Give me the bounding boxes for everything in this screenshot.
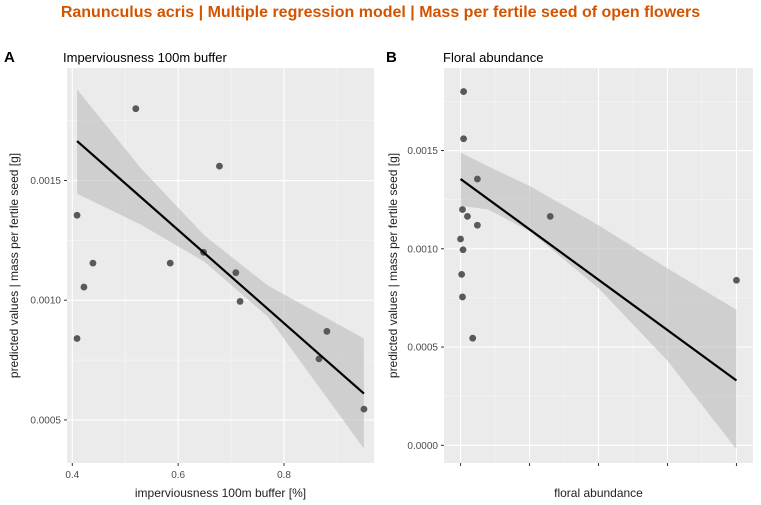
y-tick-label: 0.0005: [407, 343, 438, 354]
panel-tag: B: [386, 49, 397, 66]
data-point: [459, 293, 466, 301]
data-point: [80, 283, 88, 291]
figure-title: Ranunculus acris | Multiple regression m…: [60, 4, 701, 21]
data-point: [460, 88, 467, 95]
data-point: [459, 206, 466, 213]
y-tick-label: 0.0015: [30, 176, 61, 187]
data-point: [473, 175, 481, 183]
data-point: [469, 334, 477, 342]
x-tick-label: 0.4: [65, 470, 79, 481]
panel-tag: A: [4, 49, 15, 66]
y-tick-label: 0.0010: [30, 296, 61, 307]
data-point: [360, 405, 368, 413]
x-axis-label: imperviousness 100m buffer [%]: [135, 486, 306, 500]
y-tick-label: 0.0005: [30, 415, 61, 426]
data-point: [89, 259, 97, 267]
data-point: [232, 269, 240, 277]
y-tick-label: 0.0000: [407, 441, 438, 452]
data-point: [166, 259, 174, 267]
data-point: [457, 235, 464, 243]
panel-title: Imperviousness 100m buffer: [63, 50, 227, 65]
panel-title: Floral abundance: [443, 50, 543, 65]
data-point: [458, 270, 466, 278]
data-point: [733, 276, 740, 284]
data-point: [459, 246, 467, 254]
confidence-band: [460, 152, 737, 450]
x-tick-label: 0.6: [171, 470, 185, 481]
y-tick-label: 0.0015: [407, 146, 438, 157]
data-point: [315, 355, 323, 363]
data-point: [73, 335, 81, 342]
confidence-band: [77, 89, 364, 449]
panel-a: 0.0005 0.0010 0.0015 0.4 0.6 0.8 imperviousnes…: [4, 49, 374, 500]
data-point: [546, 212, 554, 220]
panel-b: 0.0000 0.0005 0.0010 0.0015 floral abundance…: [386, 49, 753, 500]
data-point: [236, 298, 244, 305]
data-point: [473, 221, 481, 229]
y-axis-label: predicted values | mass per fertile seed…: [7, 153, 21, 378]
data-point: [464, 212, 471, 220]
data-point: [323, 327, 331, 335]
data-point: [73, 211, 81, 219]
data-point: [460, 135, 467, 143]
x-axis-label: floral abundance: [554, 486, 643, 500]
data-point: [216, 162, 223, 170]
regression-line: [459, 178, 738, 382]
x-tick-label: 0.8: [277, 470, 291, 481]
data-point: [132, 105, 140, 113]
regression-line: [76, 140, 365, 395]
y-tick-label: 0.0010: [407, 244, 438, 255]
y-axis-label: predicted values | mass per fertile seed…: [386, 153, 400, 378]
